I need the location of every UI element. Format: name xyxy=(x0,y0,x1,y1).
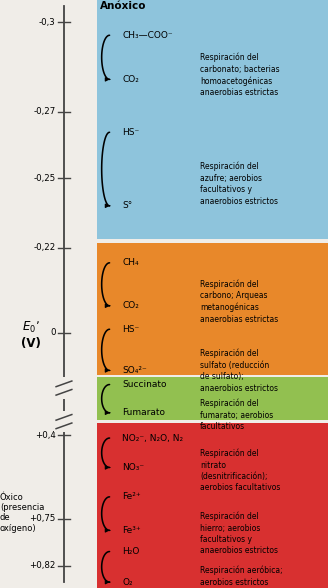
Text: Fumarato: Fumarato xyxy=(122,408,165,417)
Text: SO₄²⁻: SO₄²⁻ xyxy=(122,366,147,375)
Text: -0,25: -0,25 xyxy=(33,173,56,183)
Text: Succinato: Succinato xyxy=(122,380,167,389)
Bar xyxy=(97,377,328,420)
Bar xyxy=(97,423,328,588)
Text: HS⁻: HS⁻ xyxy=(122,325,140,334)
Text: Fe³⁺: Fe³⁺ xyxy=(122,526,141,535)
Bar xyxy=(97,0,328,239)
Text: Respiración del
nitrato
(desnitrificación);
aerobios facultativos: Respiración del nitrato (desnitrificació… xyxy=(200,449,280,493)
Text: NO₂⁻, N₂O, N₂: NO₂⁻, N₂O, N₂ xyxy=(122,433,183,443)
Text: Respiración del
fumarato; aerobios
facultativos: Respiración del fumarato; aerobios facul… xyxy=(200,399,273,431)
Text: -0,22: -0,22 xyxy=(33,243,56,252)
Text: Anóxico: Anóxico xyxy=(100,1,147,11)
Text: Respiración del
sulfato (reducción
de sulfato);
anaerobios estrictos: Respiración del sulfato (reducción de su… xyxy=(200,349,278,393)
Text: Respiración del
carbono; Arqueas
metanogénicas
anaerobias estrictas: Respiración del carbono; Arqueas metanog… xyxy=(200,279,278,324)
Text: +0,4: +0,4 xyxy=(35,430,56,440)
Text: -0,3: -0,3 xyxy=(39,18,56,27)
Text: CO₂: CO₂ xyxy=(122,75,139,84)
Text: Respiración del
azufre; aerobios
facultativos y
anaerobios estrictos: Respiración del azufre; aerobios faculta… xyxy=(200,162,278,206)
Text: -0,27: -0,27 xyxy=(33,107,56,116)
Text: Respiración aeróbica;
aerobios estrictos
y facultativos: Respiración aeróbica; aerobios estrictos… xyxy=(200,566,283,588)
Text: O₂: O₂ xyxy=(122,577,133,587)
Text: CH₃—COO⁻: CH₃—COO⁻ xyxy=(122,31,173,40)
Text: $\mathit{E_0}$’
(V): $\mathit{E_0}$’ (V) xyxy=(21,320,41,350)
Text: HS⁻: HS⁻ xyxy=(122,128,140,137)
Text: Óxico
(presencia
de
oxígeno): Óxico (presencia de oxígeno) xyxy=(0,493,44,533)
Bar xyxy=(54,411,74,432)
Text: H₂O: H₂O xyxy=(122,547,140,556)
Text: CH₄: CH₄ xyxy=(122,258,139,268)
Text: +0,82: +0,82 xyxy=(30,561,56,570)
Text: 0: 0 xyxy=(50,328,56,338)
Text: Respiración del
carbonato; bacterias
homoacetogénicas
anaerobias estrictas: Respiración del carbonato; bacterias hom… xyxy=(200,53,280,98)
Text: Respiración del
hierro; aerobios
facultativos y
anaerobios estrictos: Respiración del hierro; aerobios faculta… xyxy=(200,512,278,556)
Bar xyxy=(97,243,328,375)
Text: NO₃⁻: NO₃⁻ xyxy=(122,463,144,472)
Text: CO₂: CO₂ xyxy=(122,301,139,310)
Text: Fe²⁺: Fe²⁺ xyxy=(122,492,141,502)
Bar xyxy=(54,377,74,399)
Text: +0,75: +0,75 xyxy=(30,514,56,523)
Text: S°: S° xyxy=(122,201,133,211)
